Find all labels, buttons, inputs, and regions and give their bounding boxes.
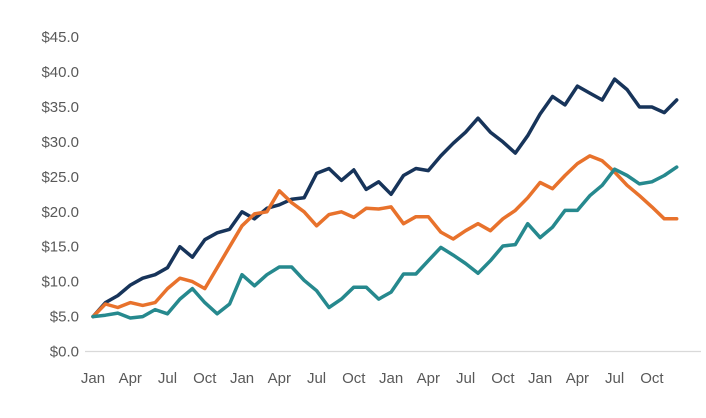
y-axis-tick-labels: $0.0 $5.0 $10.0 $15.0 $20.0 $25.0 $30.0 $35.0 $4… (41, 29, 79, 360)
y-tick-label: $25.0 (41, 169, 79, 186)
x-tick-label: Jul (605, 370, 624, 387)
teal-series-line (91, 165, 679, 320)
y-tick-label: $30.0 (41, 134, 79, 151)
x-tick-label: Jan (81, 370, 105, 387)
x-tick-label: Oct (342, 370, 366, 387)
orange-series-line (91, 154, 679, 319)
x-tick-label: Jan (230, 370, 254, 387)
x-tick-label: Jul (456, 370, 475, 387)
y-tick-label: $15.0 (41, 239, 79, 256)
x-tick-label: Apr (268, 370, 291, 387)
x-tick-label: Apr (566, 370, 589, 387)
x-tick-label: Jan (528, 370, 552, 387)
y-tick-label: $20.0 (41, 204, 79, 221)
x-tick-label: Oct (491, 370, 515, 387)
y-tick-label: $10.0 (41, 274, 79, 291)
y-tick-label: $45.0 (41, 29, 79, 46)
x-tick-label: Jan (379, 370, 403, 387)
x-tick-label: Jul (158, 370, 177, 387)
x-tick-label: Oct (193, 370, 217, 387)
x-tick-label: Jul (307, 370, 326, 387)
chart-series-lines (91, 77, 679, 320)
x-tick-label: Apr (417, 370, 440, 387)
navy-series-line (91, 77, 679, 319)
y-tick-label: $0.0 (50, 344, 79, 361)
x-tick-label: Oct (640, 370, 664, 387)
y-tick-label: $40.0 (41, 64, 79, 81)
x-tick-label: Apr (119, 370, 142, 387)
x-axis-tick-labels: Jan Apr Jul Oct Jan Apr Jul Oct Jan Apr Jul Oct Jan A… (81, 370, 664, 387)
y-tick-label: $5.0 (50, 309, 79, 326)
y-tick-label: $35.0 (41, 99, 79, 116)
